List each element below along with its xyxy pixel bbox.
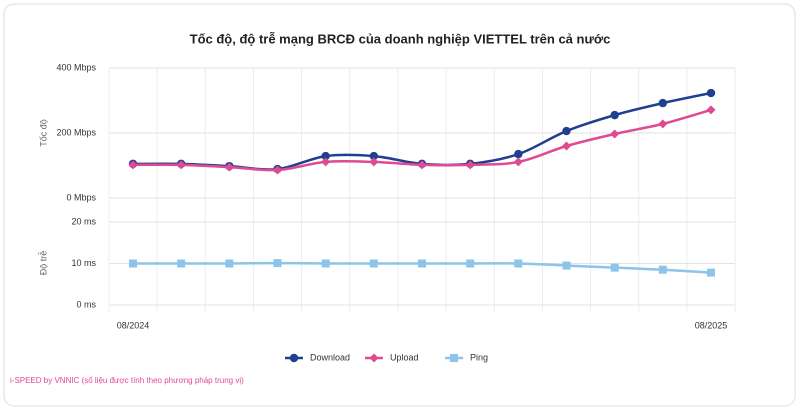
y-tick-label: 10 ms <box>71 258 96 268</box>
data-point <box>562 126 571 136</box>
data-point <box>562 261 571 270</box>
data-point <box>129 259 137 268</box>
legend-label: Upload <box>390 352 419 362</box>
data-point <box>273 165 282 175</box>
data-point <box>610 263 619 272</box>
y-tick-label: 0 ms <box>76 299 96 309</box>
data-point <box>176 160 186 170</box>
legend-label: Download <box>310 352 350 362</box>
data-point <box>658 265 667 274</box>
data-point <box>321 259 330 268</box>
data-point <box>513 157 523 167</box>
y-tick-label: 0 Mbps <box>66 192 96 202</box>
y2-axis-label: Độ trễ <box>38 251 48 276</box>
data-point <box>707 268 715 277</box>
data-point <box>417 160 427 170</box>
x-tick-label: 08/2025 <box>695 320 728 330</box>
legend-label: Ping <box>470 352 488 362</box>
data-point <box>369 151 379 161</box>
legend-marker <box>369 353 379 363</box>
y-tick-label: 20 ms <box>71 216 96 226</box>
data-point <box>562 141 571 151</box>
data-point <box>225 259 234 268</box>
data-point <box>224 162 234 172</box>
card <box>3 3 796 407</box>
x-tick-label: 08/2024 <box>117 320 150 330</box>
y-tick-label: 200 Mbps <box>56 127 96 137</box>
data-point <box>418 259 426 268</box>
data-point <box>273 259 282 268</box>
data-point <box>465 160 475 170</box>
data-point <box>128 160 138 170</box>
chart-title: Tốc độ, độ trễ mạng BRCĐ của doanh nghiệ… <box>190 31 611 46</box>
legend-marker <box>289 353 299 363</box>
legend-marker <box>450 354 458 362</box>
data-point <box>514 259 523 268</box>
data-point <box>369 157 379 167</box>
y-tick-label: 400 Mbps <box>56 62 96 72</box>
y-axis-label: Tốc độ <box>38 119 48 147</box>
data-point <box>514 149 523 159</box>
data-point <box>466 259 475 268</box>
source-note: i-SPEED by VNNIC (số liệu được tính theo… <box>10 376 244 385</box>
data-point <box>610 129 620 139</box>
data-point <box>658 98 668 108</box>
data-point <box>610 110 619 120</box>
data-point <box>321 157 331 167</box>
data-point <box>658 119 668 129</box>
data-point <box>706 88 716 98</box>
data-point <box>177 259 186 268</box>
data-point <box>321 151 330 161</box>
data-point <box>369 259 378 268</box>
data-point <box>706 105 716 115</box>
